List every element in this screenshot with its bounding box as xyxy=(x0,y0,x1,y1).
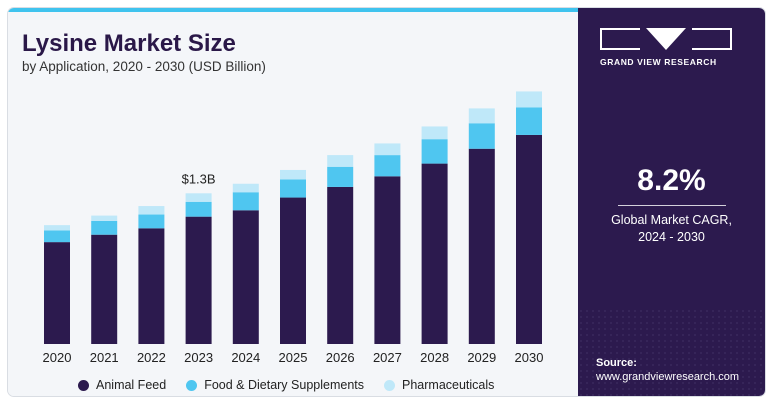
x-tick-label-2023: 2023 xyxy=(184,350,213,365)
x-tick-label-2020: 2020 xyxy=(43,350,72,365)
cagr-value: 8.2% xyxy=(637,164,706,197)
chart-title: Lysine Market Size xyxy=(22,30,236,57)
bar-food-dietary-2024 xyxy=(232,192,259,211)
data-label-2023: $1.3B xyxy=(182,171,216,186)
bar-chart: 2020 2021 2022 2023 $1.3B 2024 2025 2026 2027 202… xyxy=(43,91,544,365)
legend-label-pharmaceuticals: Pharmaceuticals xyxy=(402,378,495,392)
source-url: www.grandviewresearch.com xyxy=(596,371,740,383)
bar-pharmaceuticals-2029 xyxy=(468,108,495,124)
legend-item-pharmaceuticals: Pharmaceuticals xyxy=(384,378,494,392)
x-tick-label-2027: 2027 xyxy=(373,350,402,365)
x-tick-label-2025: 2025 xyxy=(279,350,308,365)
legend-swatch-food-dietary xyxy=(186,379,198,391)
bar-food-dietary-2028 xyxy=(421,139,448,164)
bar-pharmaceuticals-2028 xyxy=(421,126,448,140)
x-tick-label-2028: 2028 xyxy=(420,350,449,365)
bar-animal-feed-2026 xyxy=(327,186,354,344)
bar-animal-feed-2029 xyxy=(468,148,495,344)
x-tick-label-2021: 2021 xyxy=(90,350,119,365)
logo-mark xyxy=(600,28,740,50)
bar-food-dietary-2029 xyxy=(468,123,495,149)
bar-animal-feed-2030 xyxy=(516,134,542,344)
bar-pharmaceuticals-2026 xyxy=(327,155,354,167)
bar-food-dietary-2023 xyxy=(185,201,212,217)
x-tick-label-2029: 2029 xyxy=(467,350,496,365)
logo-v-shape xyxy=(646,28,686,50)
x-tick-label-2030: 2030 xyxy=(515,350,544,365)
bar-animal-feed-2021 xyxy=(91,234,118,344)
logo-r-shape xyxy=(692,28,732,50)
bar-pharmaceuticals-2024 xyxy=(232,183,259,193)
bar-animal-feed-2020 xyxy=(44,242,70,344)
legend-swatch-pharmaceuticals xyxy=(384,379,395,391)
x-tick-label-2022: 2022 xyxy=(137,350,166,365)
bar-animal-feed-2024 xyxy=(232,210,259,344)
bar-food-dietary-2030 xyxy=(516,107,542,135)
legend-item-food-dietary: Food & Dietary Supplements xyxy=(186,378,364,392)
logo-g-shape xyxy=(600,28,640,50)
legend-item-animal-feed: Animal Feed xyxy=(78,378,166,392)
bar-pharmaceuticals-2027 xyxy=(374,143,401,156)
chart-panel: Lysine Market Size by Application, 2020 … xyxy=(8,12,578,396)
bar-pharmaceuticals-2022 xyxy=(138,206,165,215)
legend-label-animal-feed: Animal Feed xyxy=(96,378,167,392)
bar-animal-feed-2025 xyxy=(280,197,306,344)
bar-pharmaceuticals-2021 xyxy=(91,215,118,221)
bar-pharmaceuticals-2023 xyxy=(185,193,212,202)
brand-logo: GRAND VIEW RESEARCH xyxy=(600,28,740,67)
legend-label-food-dietary: Food & Dietary Supplements xyxy=(204,378,364,392)
chart-subtitle: by Application, 2020 - 2030 (USD Billion… xyxy=(22,59,266,74)
bar-food-dietary-2026 xyxy=(327,166,354,187)
cagr-divider xyxy=(618,205,726,206)
bar-animal-feed-2028 xyxy=(421,163,448,344)
dot-pattern xyxy=(578,308,765,396)
chart-legend: Animal Feed Food & Dietary Supplements P… xyxy=(78,378,494,392)
bar-food-dietary-2025 xyxy=(280,179,306,198)
cagr-label: Global Market CAGR, 2024 - 2030 xyxy=(578,212,765,246)
bar-food-dietary-2022 xyxy=(138,214,165,229)
legend-swatch-animal-feed xyxy=(78,379,89,391)
cagr-label-line2: 2024 - 2030 xyxy=(638,230,705,244)
bar-food-dietary-2020 xyxy=(44,230,70,243)
logo-text: GRAND VIEW RESEARCH xyxy=(600,57,717,67)
side-panel: GRAND VIEW RESEARCH 8.2% Global Market C… xyxy=(578,8,765,396)
bar-animal-feed-2022 xyxy=(138,228,165,344)
bar-pharmaceuticals-2020 xyxy=(44,225,70,231)
bar-animal-feed-2023 xyxy=(185,216,212,344)
bar-pharmaceuticals-2025 xyxy=(280,169,306,180)
infographic-frame: Lysine Market Size by Application, 2020 … xyxy=(8,8,765,396)
bar-food-dietary-2027 xyxy=(374,155,401,177)
accent-bar xyxy=(8,8,578,12)
cagr-label-line1: Global Market CAGR, xyxy=(611,213,732,227)
source-label: Source: xyxy=(596,357,637,369)
source-note: Source: www.grandviewresearch.com xyxy=(596,356,739,384)
bar-food-dietary-2021 xyxy=(91,220,118,235)
x-tick-label-2024: 2024 xyxy=(231,350,260,365)
bar-pharmaceuticals-2030 xyxy=(516,91,542,108)
bar-animal-feed-2027 xyxy=(374,176,401,344)
x-tick-label-2026: 2026 xyxy=(326,350,355,365)
